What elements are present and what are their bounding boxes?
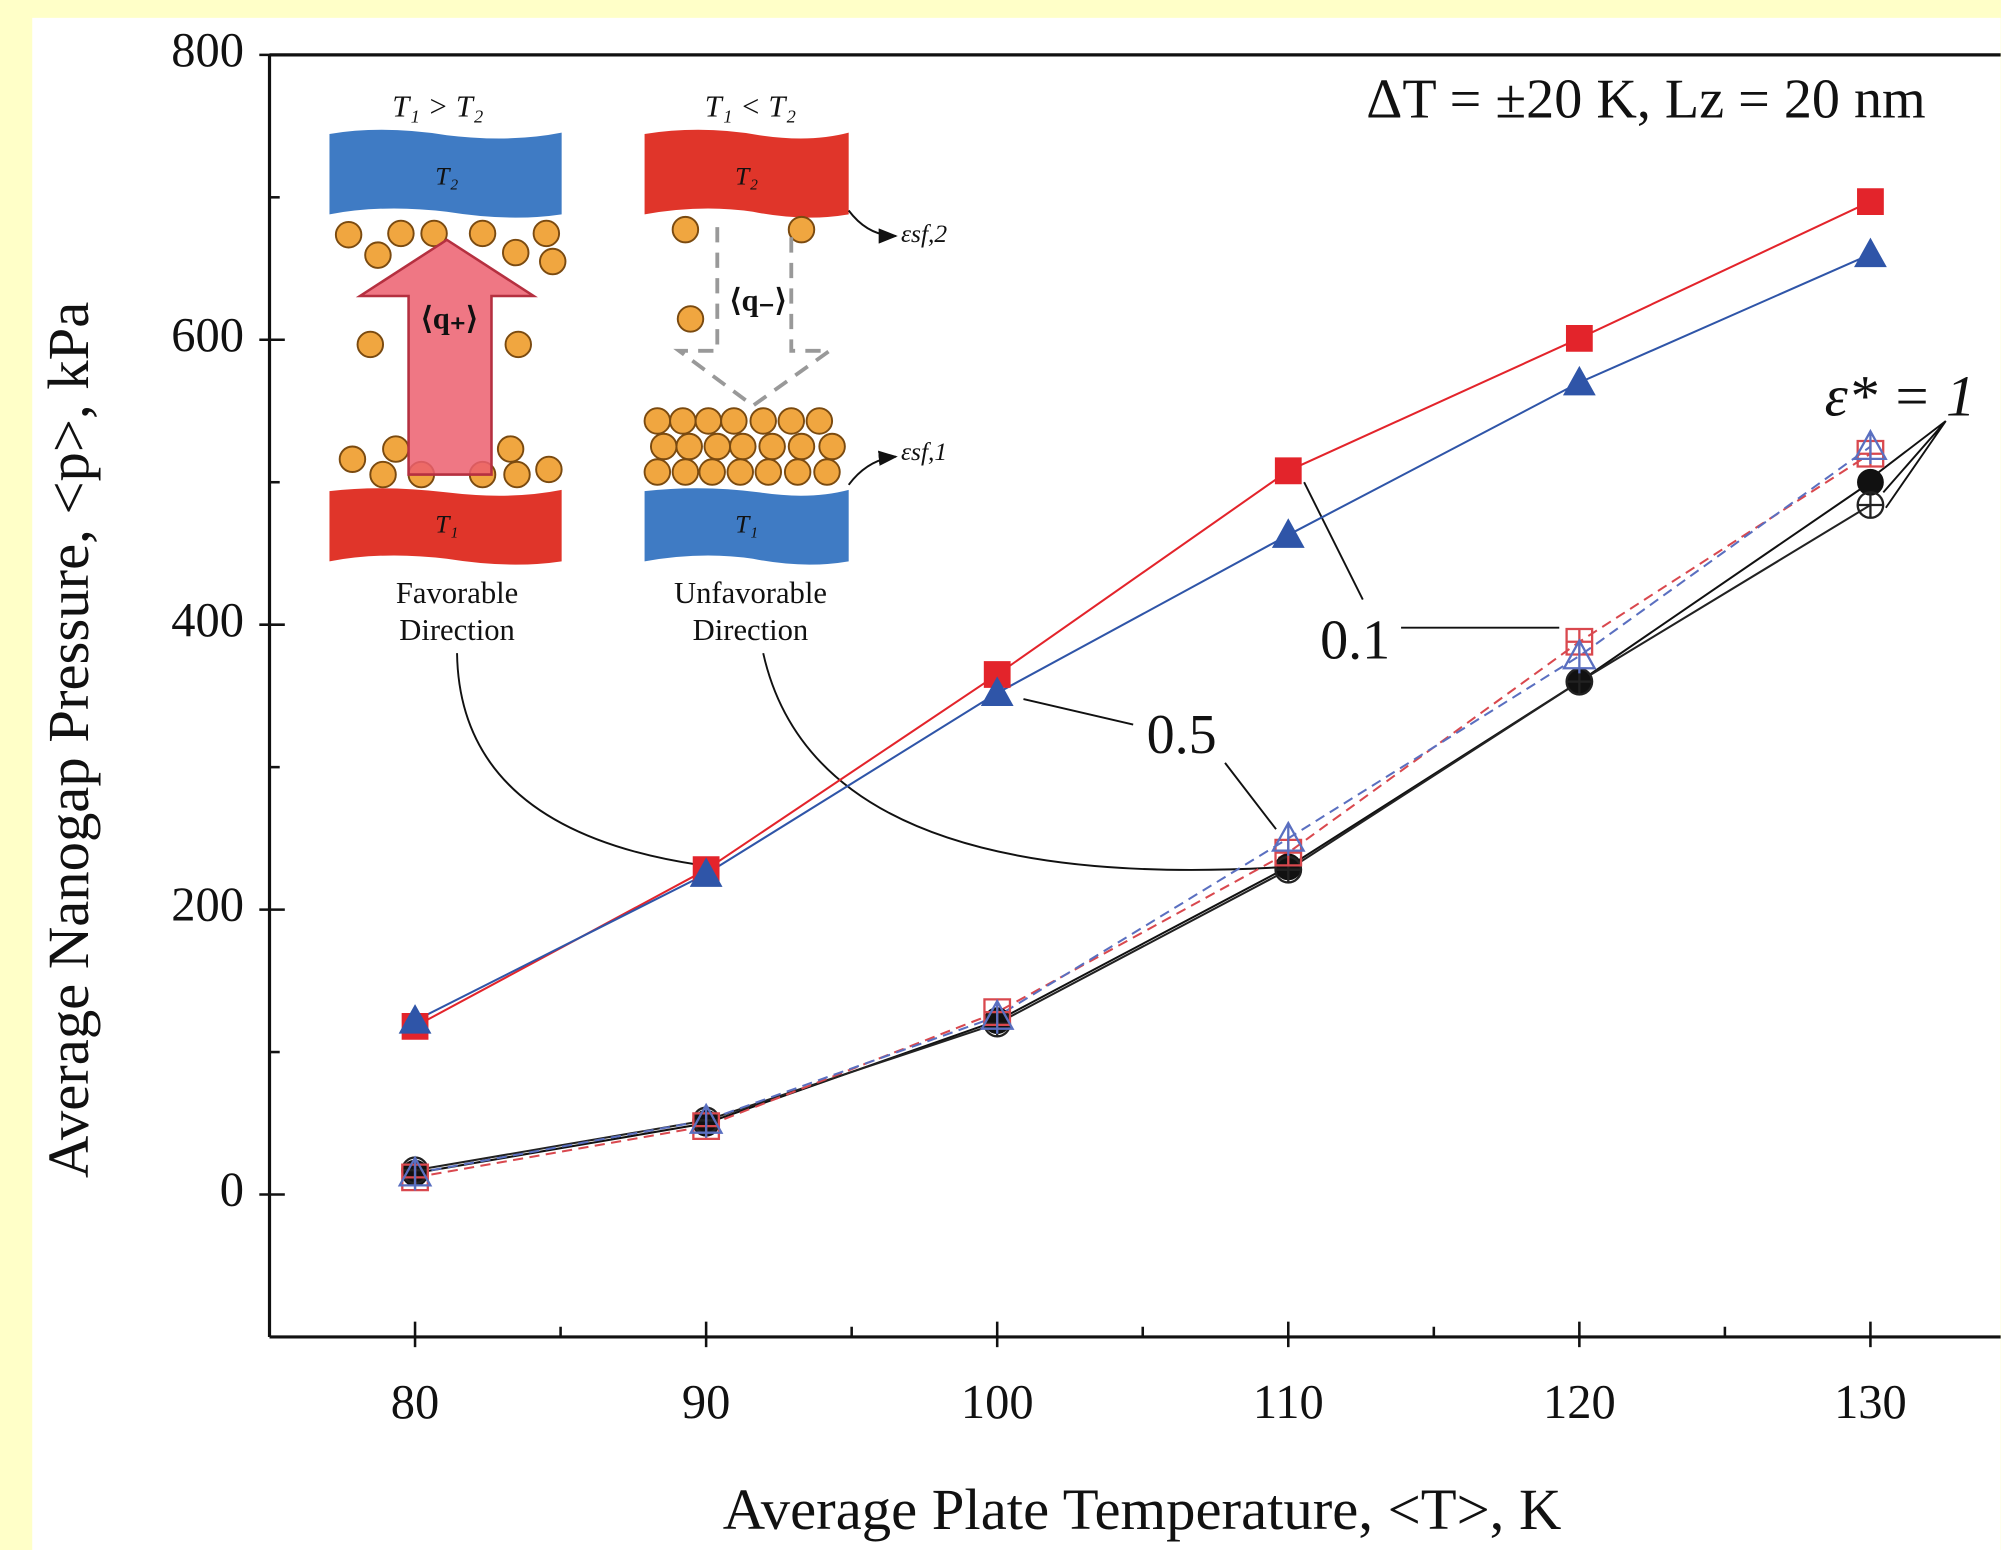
y-axis-title: Average Nanogap Pressure, <p>, kPa — [36, 302, 101, 1178]
data-point — [1857, 188, 1884, 215]
leader — [1023, 698, 1277, 830]
series-line — [414, 504, 1871, 1172]
flux-arrow — [673, 227, 836, 409]
y-tick-label: 800 — [171, 24, 244, 77]
data-point — [1854, 237, 1887, 268]
flux-label: ⟨q₋⟩ — [730, 284, 787, 318]
inset-caption: Unfavorable — [674, 576, 827, 610]
plate — [644, 129, 849, 218]
x-axis-title: Average Plate Temperature, <T>, K — [723, 1477, 1562, 1542]
plate-label: T₂ — [735, 161, 758, 190]
y-tick-label: 600 — [171, 309, 244, 362]
inset-title: T₁ < T₂ — [705, 90, 796, 124]
data-point — [1856, 491, 1885, 519]
epsilon-label: 0.5 — [1147, 704, 1217, 766]
plot-area — [397, 188, 1888, 1192]
x-tick-label: 110 — [1253, 1376, 1324, 1429]
data-point — [1274, 457, 1302, 485]
leader — [847, 209, 898, 244]
leader — [847, 450, 898, 486]
x-tick-label: 80 — [391, 1376, 439, 1429]
data-point — [397, 1155, 433, 1191]
series-line — [414, 481, 1872, 1175]
inset-title: T₁ > T₂ — [392, 90, 483, 124]
leader — [456, 653, 700, 866]
plate-label: T₁ — [435, 510, 458, 539]
particles — [334, 219, 567, 489]
inset-caption: Favorable — [396, 576, 518, 610]
data-point — [1857, 468, 1884, 496]
leader — [762, 652, 1277, 871]
y-tick-label: 400 — [171, 594, 244, 647]
plate — [329, 488, 562, 565]
particles — [643, 215, 846, 486]
data-point — [689, 857, 723, 887]
data-point — [979, 998, 1015, 1034]
y-tick-label: 0 — [220, 1164, 244, 1217]
condition-annotation: ΔT = ±20 K, Lz = 20 nm — [1366, 68, 1925, 130]
inset-caption: Direction — [399, 613, 515, 647]
data-point — [1565, 324, 1593, 352]
data-point — [1271, 518, 1305, 548]
inset-caption: Direction — [693, 613, 809, 647]
flux-arrow — [355, 238, 538, 476]
plate-label: T₂ — [435, 161, 458, 190]
epsilon-label: ε* = 1 — [1825, 363, 1976, 428]
x-tick-label: 100 — [961, 1376, 1034, 1429]
data-point — [688, 1102, 724, 1138]
data-point — [1562, 638, 1597, 674]
inset-diagram: T₁ > T₂ T₂ ⟨q₊⟩ T₁ Favorable Direction T… — [329, 90, 1277, 871]
data-point — [1562, 365, 1596, 396]
plot-background — [32, 17, 2001, 1550]
data-point — [1271, 820, 1306, 856]
plate-label: T₁ — [735, 510, 758, 539]
series-line — [414, 253, 1871, 1022]
leader — [1875, 420, 1947, 509]
epsilon-label: 0.1 — [1320, 609, 1390, 671]
y-tick-label: 200 — [171, 879, 244, 932]
plate — [644, 488, 849, 565]
plate — [329, 129, 562, 218]
x-tick-label: 120 — [1543, 1376, 1616, 1429]
inset-eps: εsf,2 — [901, 219, 947, 248]
x-tick-label: 90 — [682, 1376, 730, 1429]
series-line — [414, 200, 1871, 1028]
data-point — [398, 1004, 432, 1034]
data-point — [980, 676, 1014, 706]
x-tick-label: 130 — [1834, 1376, 1907, 1429]
series-line — [414, 445, 1872, 1175]
inset-eps: εsf,1 — [901, 437, 947, 466]
leader — [1303, 481, 1560, 629]
data-point — [983, 661, 1011, 688]
flux-label: ⟨q₊⟩ — [421, 302, 478, 336]
data-point — [1853, 428, 1888, 464]
